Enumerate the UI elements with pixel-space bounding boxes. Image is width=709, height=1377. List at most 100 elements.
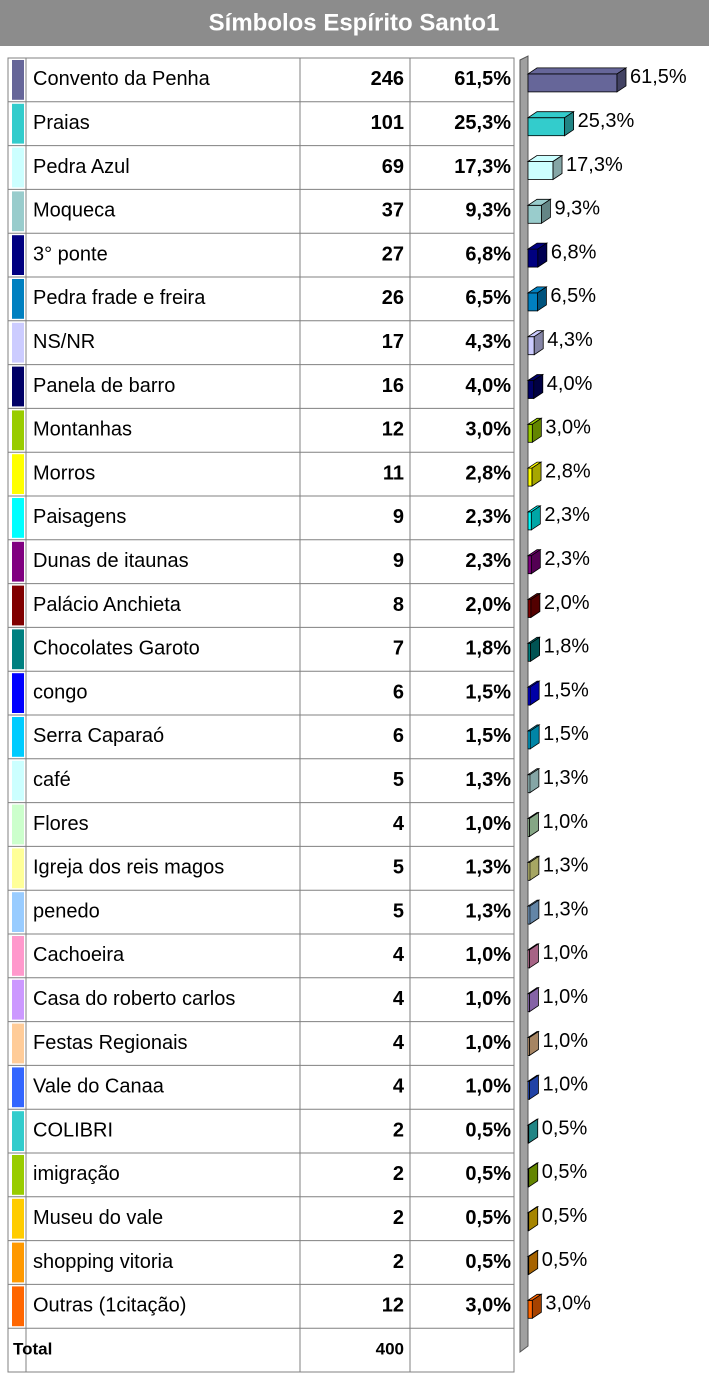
bar [527, 555, 532, 575]
bar [527, 511, 532, 531]
bar-side [529, 855, 540, 882]
color-swatch [12, 1155, 24, 1195]
bar [527, 117, 566, 137]
count-cell: 101 [371, 112, 404, 134]
category-label: COLIBRI [33, 1119, 113, 1141]
category-label: Chocolates Garoto [33, 638, 200, 660]
bar-side-shade [529, 1075, 539, 1100]
bar-side-shade [528, 1119, 538, 1144]
bar-side-shade [531, 505, 541, 530]
bar-side [529, 943, 539, 969]
color-swatch [12, 629, 24, 670]
data-label: 0,5% [542, 1117, 588, 1139]
percent-cell: 2,8% [465, 462, 511, 484]
color-swatch [12, 848, 24, 889]
category-label: Paisagens [33, 506, 126, 528]
category-label: Casa do roberto carlos [33, 988, 235, 1010]
bar [527, 380, 535, 399]
bar-side [552, 154, 563, 181]
data-label: 1,0% [542, 942, 588, 964]
percent-cell: 3,0% [465, 419, 511, 441]
bar [527, 248, 539, 268]
bar-side-shade [529, 1031, 539, 1056]
percent-cell: 1,0% [465, 1032, 511, 1054]
bar [527, 1299, 533, 1319]
percent-cell: 0,5% [465, 1207, 511, 1229]
percent-cell: 2,3% [465, 550, 511, 572]
bar [527, 336, 535, 356]
data-label: 0,5% [542, 1249, 588, 1271]
category-label: Serra Caparaó [33, 725, 164, 747]
data-label: 1,3% [543, 767, 589, 789]
data-label: 6,8% [551, 241, 597, 263]
bar-side [528, 1249, 539, 1276]
bar-side [530, 548, 541, 575]
bar-side-shade [529, 900, 539, 925]
bar-side [529, 986, 539, 1013]
bar-side-shade [531, 549, 541, 574]
color-swatch [12, 1111, 24, 1151]
color-swatch [12, 1242, 24, 1283]
data-label: 2,3% [544, 548, 590, 570]
bar-side [564, 110, 575, 137]
data-label: 3,0% [545, 417, 591, 439]
bar-side-shade [530, 681, 540, 706]
bar-side-shade [541, 199, 551, 224]
count-cell: 17 [382, 331, 404, 353]
percent-cell: 1,3% [465, 857, 511, 879]
count-cell: 12 [382, 419, 404, 441]
count-cell: 4 [393, 1032, 405, 1054]
count-cell: 5 [393, 769, 404, 791]
count-cell: 2 [393, 1207, 404, 1229]
data-label: 0,5% [542, 1161, 588, 1183]
color-swatch [12, 585, 24, 626]
category-label: Montanhas [33, 419, 132, 441]
bar [527, 73, 618, 93]
count-cell: 9 [393, 550, 404, 572]
bar-side [529, 1074, 539, 1101]
category-label: Flores [33, 813, 89, 835]
category-label: Praias [33, 112, 90, 134]
percent-cell: 25,3% [454, 112, 511, 134]
data-label: 2,0% [544, 592, 590, 614]
color-swatch [12, 103, 24, 144]
bar-side-shade [532, 462, 542, 487]
color-swatch [12, 191, 24, 232]
bar-side [541, 198, 551, 225]
bar-side [616, 67, 627, 93]
count-cell: 2 [393, 1119, 404, 1141]
color-swatch [12, 454, 24, 494]
percent-cell: 1,0% [465, 813, 511, 835]
title-bar [0, 0, 709, 46]
color-swatch [12, 235, 24, 275]
count-cell: 4 [393, 944, 405, 966]
data-label: 17,3% [566, 154, 623, 176]
bar-top [526, 67, 628, 75]
percent-cell: 0,5% [465, 1251, 511, 1273]
bar-side [533, 373, 544, 400]
bar [527, 423, 533, 443]
category-label: Cachoeira [33, 944, 125, 966]
count-cell: 69 [382, 156, 404, 178]
percent-cell: 6,5% [465, 287, 511, 309]
percent-cell: 3,0% [465, 1295, 511, 1317]
color-swatch [12, 366, 24, 407]
bar-side [529, 899, 540, 925]
bar-side-shade [529, 768, 539, 793]
bar-side [529, 1030, 539, 1057]
count-cell: 12 [382, 1295, 404, 1317]
color-swatch [12, 410, 24, 451]
color-swatch [12, 147, 24, 188]
count-cell: 11 [383, 462, 404, 484]
count-cell: 27 [382, 243, 404, 265]
data-label: 1,0% [542, 811, 588, 833]
data-label: 2,3% [544, 504, 590, 526]
bar-side-shade [528, 1162, 538, 1187]
color-swatch [12, 936, 24, 976]
category-label: Outras (1citação) [33, 1295, 186, 1317]
data-label: 9,3% [554, 198, 600, 220]
count-cell: 8 [393, 594, 404, 616]
count-cell: 2 [393, 1251, 404, 1273]
bar-side-shade [529, 987, 539, 1012]
count-cell: 4 [393, 1076, 405, 1098]
